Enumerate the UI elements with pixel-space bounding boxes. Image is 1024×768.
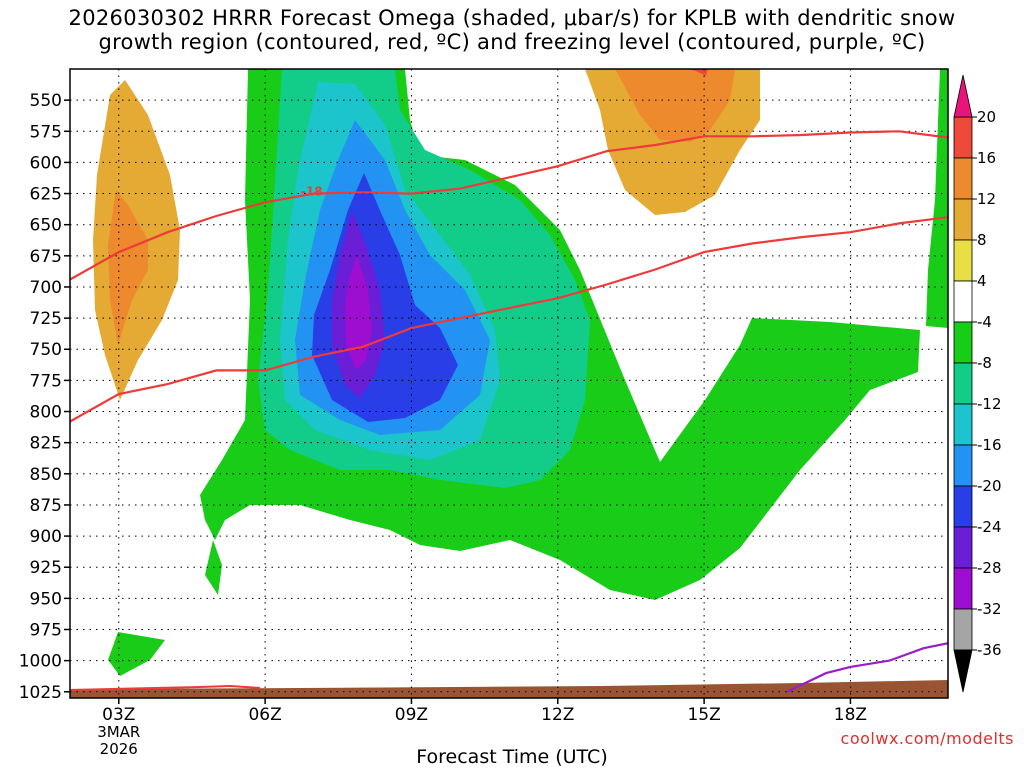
y-tick-label-1000: 1000 — [19, 652, 62, 672]
colorbar-swatch--4-4 — [953, 280, 973, 323]
colorbar-label--36: -36 — [977, 641, 1002, 659]
y-tick-label-875: 875 — [30, 496, 62, 516]
y-tick-label-750: 750 — [30, 340, 62, 360]
colorbar-label--4: -4 — [977, 313, 992, 331]
contour-label--18C: -18 — [301, 184, 323, 198]
colorbar-under-triangle — [953, 649, 973, 693]
terrain-surface — [70, 680, 948, 698]
colorbar-label--32: -32 — [977, 600, 1002, 618]
y-tick-label-675: 675 — [30, 247, 62, 267]
colorbar-label--20: -20 — [977, 477, 1002, 495]
colorbar-label-4: 4 — [977, 272, 987, 290]
y-tick-label-825: 825 — [30, 434, 62, 454]
omega-region-plus4-low-right — [758, 603, 852, 644]
y-tick-label-550: 550 — [30, 91, 62, 111]
colorbar-label--24: -24 — [977, 518, 1002, 536]
colorbar-over-triangle — [953, 74, 973, 118]
colorbar-swatch-16-20 — [953, 116, 973, 159]
omega-region-plus4-low — [287, 538, 385, 625]
x-tick-label-15Z: 15Z — [687, 705, 720, 725]
colorbar-swatch--24--20 — [953, 485, 973, 528]
colorbar-label--12: -12 — [977, 395, 1002, 413]
contour-surface-sliver — [70, 684, 261, 691]
y-tick-label-600: 600 — [30, 153, 62, 173]
colorbar-swatch-12-16 — [953, 157, 973, 200]
colorbar-label-12: 12 — [977, 190, 996, 208]
omega-region-plus12-upper-right — [615, 69, 735, 142]
colorbar-swatch-8-12 — [953, 198, 973, 241]
colorbar-swatch--12--8 — [953, 362, 973, 405]
y-tick-label-775: 775 — [30, 371, 62, 391]
contour--12C — [70, 216, 948, 423]
y-tick-label-575: 575 — [30, 122, 62, 142]
x-tick-label-09Z: 09Z — [395, 705, 428, 725]
colorbar-swatch--36--32 — [953, 608, 973, 651]
omega-region-minus28-core — [345, 255, 372, 370]
colorbar-label-8: 8 — [977, 231, 987, 249]
omega-fill-layer — [70, 69, 948, 698]
chart-title: 2026030302 HRRR Forecast Omega (shaded, … — [0, 6, 1024, 54]
y-axis: 550 575 600 625 650 675 700 725 750 775 800 825 850 8… — [19, 91, 70, 703]
x-date-label-line1: 3MAR — [97, 723, 140, 741]
omega-region-plus12-left — [108, 190, 148, 345]
contour-freezing-level — [786, 642, 948, 693]
y-tick-label-975: 975 — [30, 620, 62, 640]
x-tick-label-03Z: 03Z — [102, 705, 135, 725]
x-date-label-line2: 2026 — [100, 740, 138, 758]
plot-frame — [69, 68, 949, 699]
x-axis-title: Forecast Time (UTC) — [416, 746, 608, 768]
y-tick-label-800: 800 — [30, 403, 62, 423]
colorbar: 20 16 12 8 4 -4 -8 -12 -16 -20 -24 -28 -32 -36 — [953, 74, 1002, 693]
colorbar-swatch--28--24 — [953, 526, 973, 569]
y-tick-label-950: 950 — [30, 589, 62, 609]
colorbar-swatch--20--16 — [953, 444, 973, 487]
colorbar-label-16: 16 — [977, 149, 996, 167]
colorbar-label-20: 20 — [977, 108, 996, 126]
x-tick-label-12Z: 12Z — [541, 705, 574, 725]
omega-region-minus4-upper-right — [926, 69, 948, 328]
omega-region-plus16-upper-right — [690, 69, 708, 76]
y-tick-label-625: 625 — [30, 185, 62, 205]
y-tick-label-925: 925 — [30, 558, 62, 578]
chart-title-line1: 2026030302 HRRR Forecast Omega (shaded, … — [68, 6, 956, 30]
grid-layer — [70, 69, 948, 698]
x-tick-label-06Z: 06Z — [248, 705, 281, 725]
colorbar-swatch-4-8 — [953, 239, 973, 282]
contour-layer: -18 — [70, 130, 948, 693]
colorbar-label--28: -28 — [977, 559, 1002, 577]
y-tick-label-900: 900 — [30, 527, 62, 547]
x-tick-label-18Z: 18Z — [834, 705, 867, 725]
colorbar-label--8: -8 — [977, 354, 992, 372]
y-tick-label-850: 850 — [30, 465, 62, 485]
chart-title-line2: growth region (contoured, red, ºC) and f… — [98, 30, 926, 54]
colorbar-swatch--16--12 — [953, 403, 973, 446]
y-tick-label-650: 650 — [30, 216, 62, 236]
colorbar-swatch--8--4 — [953, 321, 973, 364]
y-tick-label-725: 725 — [30, 309, 62, 329]
y-tick-label-1025: 1025 — [19, 683, 62, 703]
credit-text: coolwx.com/modelts — [840, 729, 1014, 748]
omega-region-minus4-bottom-left — [108, 632, 165, 676]
colorbar-swatch--32--28 — [953, 567, 973, 610]
contour--18C — [70, 130, 948, 281]
colorbar-label--16: -16 — [977, 436, 1002, 454]
y-tick-label-700: 700 — [30, 278, 62, 298]
